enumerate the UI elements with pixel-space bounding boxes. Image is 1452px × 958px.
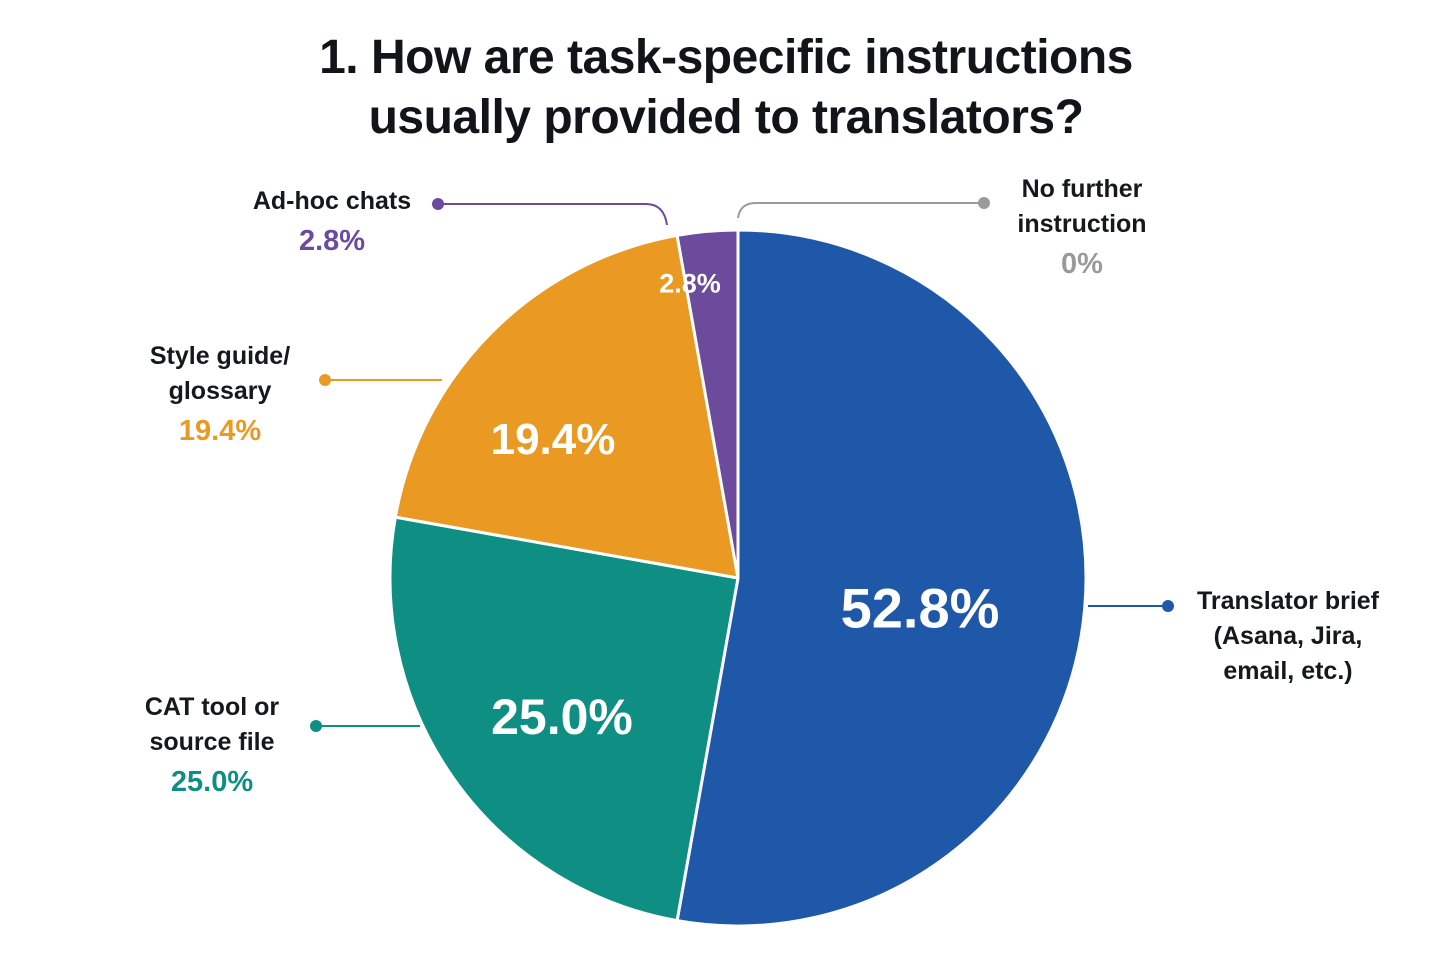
chart-title-line-1: 1. How are task-specific instructions (319, 31, 1133, 84)
pie-slices (388, 228, 1088, 928)
pie-slice-cat-tool (388, 515, 740, 923)
pie-slice-style-guide (393, 233, 740, 580)
legend-label-no-further-instruction: No further instruction 0% (992, 172, 1172, 284)
leader-line-adhoc-chats (438, 203, 668, 226)
style-guide-percent: 19.4% (178, 415, 262, 447)
slice-label-translator-brief: 52.8% (840, 576, 1000, 640)
cat-tool-percent: 25.0% (170, 766, 254, 798)
no-further-name-line-2: instruction (1017, 210, 1147, 238)
translator-brief-name-line-1: Translator brief (1197, 587, 1379, 615)
translator-brief-name-line-2: (Asana, Jira, (1213, 622, 1363, 650)
chart-title: 1. How are task-specific instructions us… (0, 28, 1452, 148)
adhoc-chats-percent: 2.8% (298, 225, 366, 257)
adhoc-chats-name: Ad-hoc chats (252, 187, 412, 215)
legend-label-style-guide: Style guide/ glossary 19.4% (120, 339, 320, 451)
legend-label-adhoc-chats: Ad-hoc chats 2.8% (232, 184, 432, 261)
no-further-percent: 0% (1061, 248, 1103, 280)
legend-label-translator-brief: Translator brief (Asana, Jira, email, et… (1170, 584, 1406, 689)
leader-lines (310, 197, 1174, 732)
leader-dot-adhoc-chats (432, 198, 444, 210)
style-guide-name-line-1: Style guide/ (149, 342, 291, 370)
leader-dot-translator-brief (1162, 600, 1174, 612)
cat-tool-name-line-2: source file (149, 728, 275, 756)
legend-label-cat-tool: CAT tool or source file 25.0% (112, 690, 312, 802)
leader-line-no-further-instruction (737, 202, 984, 219)
leader-dot-no-further-instruction (978, 197, 990, 209)
slice-label-style-guide: 19.4% (490, 415, 616, 464)
no-further-name-line-1: No further (1021, 175, 1143, 203)
pie-slice-translator-brief (675, 228, 1088, 928)
translator-brief-name-line-3: email, etc.) (1223, 657, 1353, 685)
cat-tool-name-line-1: CAT tool or (144, 693, 280, 721)
chart-title-line-2: usually provided to translators? (368, 91, 1084, 144)
pie-slice-adhoc-chats (675, 228, 740, 580)
slice-label-cat-tool: 25.0% (491, 689, 633, 745)
leader-dot-cat-tool (310, 720, 322, 732)
style-guide-name-line-2: glossary (168, 377, 272, 405)
leader-dot-style-guide (319, 374, 331, 386)
slice-label-adhoc-chats: 2.8% (659, 268, 721, 299)
